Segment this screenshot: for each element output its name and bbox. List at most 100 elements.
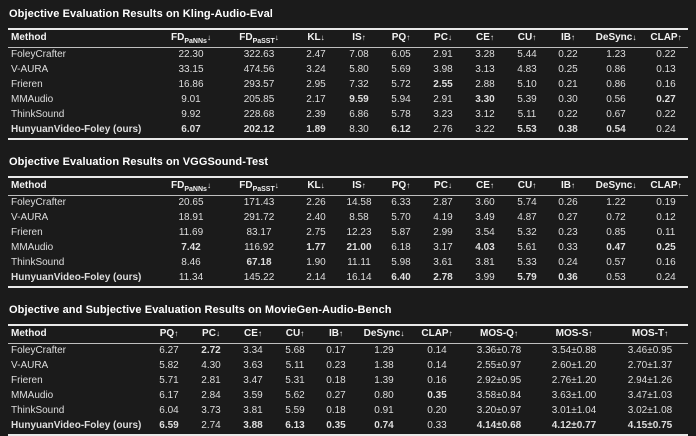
metric-cell: 9.59: [349, 94, 369, 105]
metric-cell: 3.99: [464, 271, 506, 288]
column-header-is: IS↑: [338, 28, 380, 48]
metric-cell: 3.23: [433, 109, 453, 120]
metric-cell: 5.59: [285, 405, 305, 416]
table-row: Frieren 11.69 83.17 2.75 12.23 5.87 2.99 3.54 5.…: [8, 226, 688, 241]
lower-better-arrow-icon: ↓: [274, 33, 279, 42]
metric-cell: 2.84: [201, 390, 221, 401]
metric-cell: 0.86: [606, 79, 626, 90]
metric-cell: 3.61: [433, 257, 453, 268]
metric-cell: 3.36±0.78: [476, 345, 522, 356]
metric-label: DeSync: [595, 180, 633, 191]
column-header-pq: PQ↑: [380, 28, 422, 48]
metric-cell: 5.11: [517, 109, 537, 120]
metric-cell: 4.15±0.75: [612, 419, 688, 436]
column-header-ib: IB↑: [316, 324, 356, 344]
metric-cell: 4.83: [517, 64, 537, 75]
metric-cell: 3.34: [243, 345, 263, 356]
metric-cell: 5.80: [349, 64, 369, 75]
metric-cell: 18.91: [178, 212, 204, 223]
column-header-fd: FDPaNNs↓: [158, 28, 224, 48]
metric-cell: 0.67: [606, 109, 626, 120]
method-cell: Frieren: [11, 227, 43, 238]
metric-cell: 5.61: [517, 242, 537, 253]
metric-cell: 7.32: [349, 79, 369, 90]
metric-label: PC: [434, 180, 448, 191]
metric-cell: 6.17: [159, 390, 179, 401]
metric-cell: 5.94: [391, 94, 411, 105]
metric-cell: 0.27: [656, 94, 676, 105]
column-header-pq: PQ↑: [148, 324, 190, 344]
metric-cell: 0.25: [656, 242, 676, 253]
method-cell: MMAudio: [11, 390, 54, 401]
metric-cell: 0.57: [606, 257, 626, 268]
metric-cell: 2.14: [294, 271, 338, 288]
metric-cell: 4.87: [517, 212, 537, 223]
metric-label: IS: [352, 32, 362, 43]
metric-cell: 20.65: [178, 197, 204, 208]
higher-better-arrow-icon: ↑: [489, 33, 494, 42]
metric-cell: 2.72: [201, 345, 221, 356]
metric-cell: 6.18: [391, 242, 411, 253]
metric-cell: 0.14: [427, 345, 447, 356]
metric-cell: 3.59: [243, 390, 263, 401]
column-header-pc: PC↓: [422, 28, 464, 48]
column-header-cu: CU↑: [506, 176, 548, 196]
metric-cell: 0.85: [606, 227, 626, 238]
metric-cell: 2.95: [306, 79, 326, 90]
metric-cell: 0.19: [656, 197, 676, 208]
metric-cell: 202.12: [224, 123, 294, 140]
higher-better-arrow-icon: ↑: [174, 329, 179, 338]
higher-better-arrow-icon: ↑: [677, 181, 682, 190]
column-header-cu: CU↑: [274, 324, 316, 344]
table-row: MMAudio 9.01 205.85 2.17 9.59 5.94 2.91 3.30 5.3…: [8, 93, 688, 108]
lower-better-arrow-icon: ↓: [447, 181, 452, 190]
metric-cell: 3.98: [433, 64, 453, 75]
metric-cell: 2.70±1.37: [627, 360, 673, 371]
higher-better-arrow-icon: ↑: [489, 181, 494, 190]
metric-cell: 2.91: [433, 49, 453, 60]
metric-cell: 0.21: [558, 79, 578, 90]
metric-cell: 293.57: [243, 79, 275, 90]
metric-cell: 3.47±1.03: [627, 390, 673, 401]
header-row: Method FDPaNNs↓ FDPaSST↓ KL↓ IS↑ PQ↑ PC↓ CE↑ CU↑…: [8, 28, 688, 48]
metric-label: KL: [307, 32, 321, 43]
metric-cell: 322.63: [243, 49, 275, 60]
metric-cell: 2.99: [433, 227, 453, 238]
metric-label: CU: [517, 32, 533, 43]
column-header-clap: CLAP↑: [644, 28, 688, 48]
metric-cell: 5.11: [285, 360, 305, 371]
metric-cell: 0.22: [656, 49, 676, 60]
table-body: FoleyCrafter 20.65 171.43 2.26 14.58 6.33 2.87…: [8, 196, 688, 288]
metric-cell: 0.86: [606, 64, 626, 75]
metric-cell: 12.23: [346, 227, 372, 238]
metric-cell: 0.33: [412, 419, 462, 436]
results-table-kling-audio-eval: Method FDPaNNs↓ FDPaSST↓ KL↓ IS↑ PQ↑ PC↓ CE↑ CU↑…: [8, 28, 688, 140]
metric-cell: 4.14±0.68: [462, 419, 536, 436]
metric-cell: 3.02±1.08: [627, 405, 673, 416]
higher-better-arrow-icon: ↑: [588, 329, 593, 338]
metric-cell: 3.81: [243, 405, 263, 416]
higher-better-arrow-icon: ↑: [571, 181, 575, 190]
metric-cell: 2.55±0.97: [476, 360, 522, 371]
table-title-vggsound-test: Objective Evaluation Results on VGGSound…: [9, 156, 269, 168]
metric-cell: 2.26: [306, 197, 326, 208]
results-section-moviegen-audio-bench: Objective and Subjective Evaluation Resu…: [8, 304, 688, 436]
method-cell: FoleyCrafter: [11, 49, 67, 60]
metric-cell: 0.91: [374, 405, 394, 416]
column-header-pc: PC↓: [190, 324, 232, 344]
higher-better-arrow-icon: ↑: [406, 33, 411, 42]
metric-label: IB: [329, 328, 339, 339]
method-cell: FoleyCrafter: [11, 345, 67, 356]
metric-cell: 5.68: [285, 345, 305, 356]
column-header-fd: FDPaSST↓: [224, 28, 294, 48]
metric-cell: 2.91: [433, 94, 453, 105]
metric-cell: 6.13: [274, 419, 316, 436]
metric-cell: 6.40: [380, 271, 422, 288]
metric-cell: 0.47: [606, 242, 626, 253]
metric-label: IB: [561, 32, 571, 43]
lower-better-arrow-icon: ↓: [320, 181, 325, 190]
metric-label: Method: [11, 328, 47, 339]
metric-cell: 5.74: [517, 197, 537, 208]
metric-cell: 14.58: [346, 197, 372, 208]
results-section-vggsound-test: Objective Evaluation Results on VGGSound…: [8, 156, 688, 288]
